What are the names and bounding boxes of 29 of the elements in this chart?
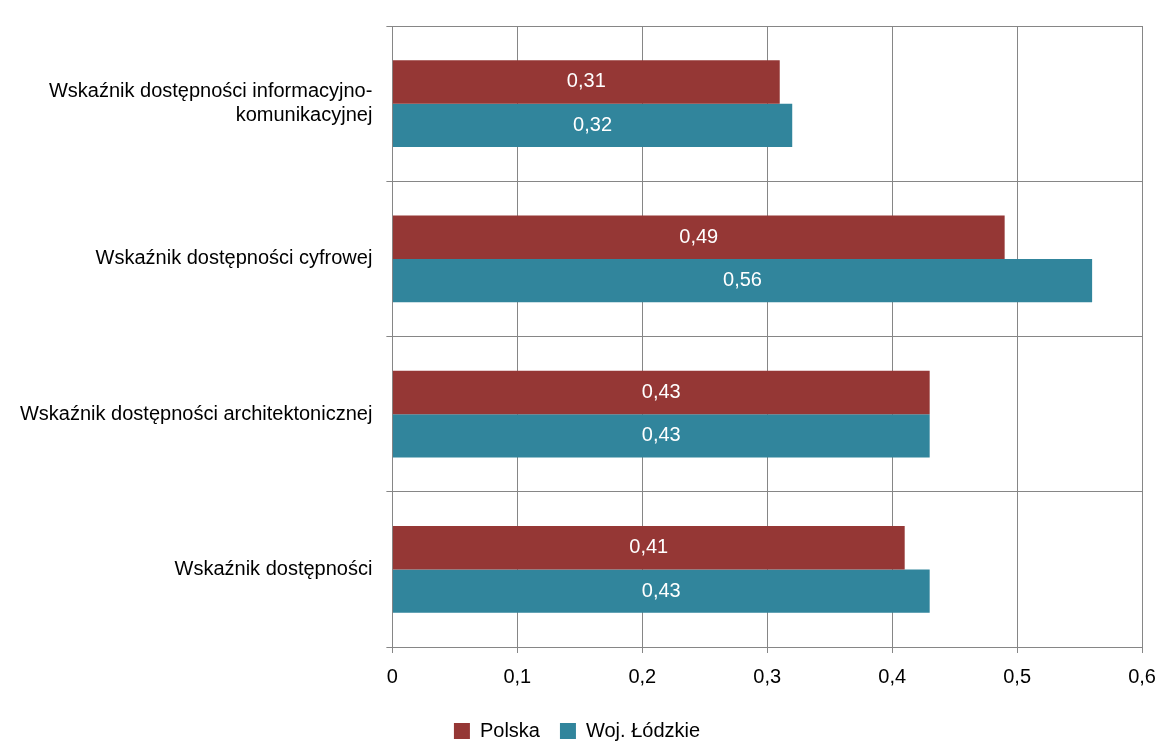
bar [392, 414, 930, 458]
y-tick-label: Wskaźnik dostępności architektonicznej [19, 401, 373, 424]
x-tick-label: 0,1 [503, 664, 532, 687]
x-tick-label: 0,5 [1003, 664, 1032, 687]
legend-label: Polska [479, 718, 541, 741]
bar [392, 525, 905, 570]
data-label: 0,43 [641, 423, 681, 446]
data-label: 0,32 [573, 112, 613, 135]
bar [392, 370, 930, 415]
y-tick-label: Wskaźnik dostępności [174, 556, 373, 579]
x-tick-label: 0,2 [628, 664, 657, 687]
x-tick-label: 0,4 [878, 664, 907, 687]
x-tick-label: 0 [386, 664, 398, 687]
data-label: 0,43 [641, 379, 681, 402]
bar [392, 60, 780, 104]
y-tick-label: Wskaźnik dostępności cyfrowej [95, 246, 373, 269]
x-tick-label: 0,6 [1128, 664, 1156, 687]
bar [392, 103, 793, 148]
data-label: 0,56 [723, 268, 762, 291]
x-tick-label: 0,3 [753, 664, 782, 687]
legend-label: Woj. Łódzkie [585, 718, 701, 741]
bar [392, 258, 1093, 303]
data-label: 0,31 [566, 69, 606, 92]
data-label: 0,49 [679, 224, 719, 247]
y-tick-label: Wskaźnik dostępności informacyjno-komunikacyjnej [48, 79, 373, 126]
bar [392, 569, 930, 613]
data-label: 0,41 [629, 535, 669, 558]
bar [392, 215, 1005, 259]
data-label: 0,43 [641, 578, 681, 601]
